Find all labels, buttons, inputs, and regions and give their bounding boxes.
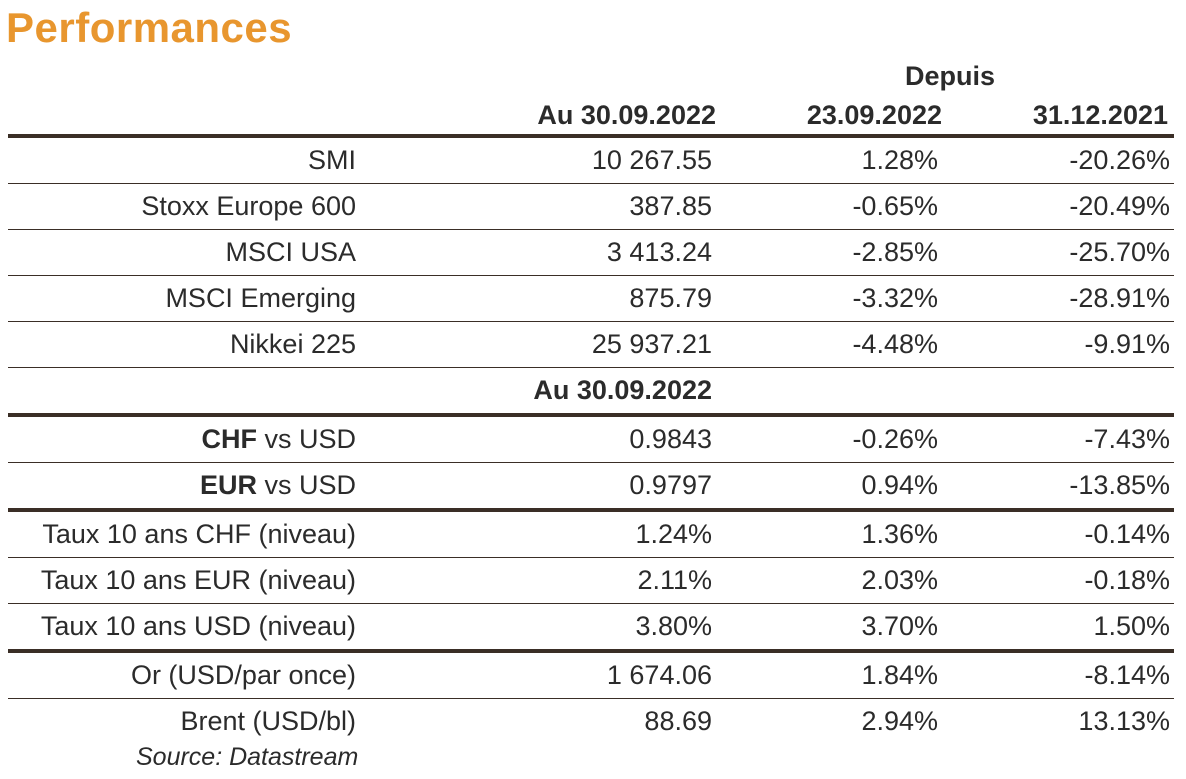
ytd-change-cell: -20.49%: [942, 183, 1174, 230]
row-label: EUR vs USD: [8, 462, 360, 512]
ytd-change-cell: 1.50%: [942, 603, 1174, 653]
row-label: Taux 10 ans CHF (niveau): [8, 510, 360, 558]
week-change-cell: 3.70%: [716, 603, 942, 653]
page-title: Performances: [6, 4, 293, 51]
table-row: Taux 10 ans EUR (niveau) 2.11% 2.03% -0.…: [8, 557, 1174, 604]
table-row: Taux 10 ans USD (niveau) 3.80% 3.70% 1.5…: [8, 603, 1174, 653]
table-row: Taux 10 ans CHF (niveau) 1.24% 1.36% -0.…: [8, 510, 1174, 558]
table-row: EUR vs USD 0.9797 0.94% -13.85%: [8, 462, 1174, 512]
value-cell: 3.80%: [360, 603, 716, 653]
ytd-change-cell: -0.14%: [942, 510, 1174, 558]
column-header-ytd: 31.12.2021: [1032, 100, 1168, 130]
subheader-label: Au 30.09.2022: [360, 367, 716, 417]
depuis-header: Depuis: [904, 61, 996, 91]
pair-suffix: vs USD: [256, 470, 356, 500]
ytd-change-cell: -9.91%: [942, 321, 1174, 368]
table-row: Or (USD/par once) 1 674.06 1.84% -8.14%: [8, 651, 1174, 699]
week-change-cell: -3.32%: [716, 275, 942, 322]
week-change-cell: -4.48%: [716, 321, 942, 368]
column-header-week: 23.09.2022: [806, 100, 942, 130]
value-cell: 387.85: [360, 183, 716, 230]
ytd-change-cell: -13.85%: [942, 462, 1174, 512]
ytd-change-cell: -20.26%: [942, 134, 1174, 184]
row-label: CHF vs USD: [8, 415, 360, 463]
row-label: Taux 10 ans USD (niveau): [8, 603, 360, 653]
source-note: Source: Datastream: [136, 743, 359, 771]
performance-table: SMI 10 267.55 1.28% -20.26% Stoxx Europe…: [8, 134, 1174, 744]
row-label: MSCI Emerging: [8, 275, 360, 322]
ytd-change-cell: -0.18%: [942, 557, 1174, 604]
week-change-cell: 1.36%: [716, 510, 942, 558]
table-row: Stoxx Europe 600 387.85 -0.65% -20.49%: [8, 183, 1174, 230]
value-cell: 3 413.24: [360, 229, 716, 276]
week-change-cell: 2.03%: [716, 557, 942, 604]
table-row: Brent (USD/bl) 88.69 2.94% 13.13%: [8, 699, 1174, 745]
row-label: Taux 10 ans EUR (niveau): [8, 557, 360, 604]
currency-code: EUR: [199, 470, 257, 500]
week-change-cell: 0.94%: [716, 462, 942, 512]
week-change-cell: 1.84%: [716, 651, 942, 699]
table-row: MSCI USA 3 413.24 -2.85% -25.70%: [8, 229, 1174, 276]
value-cell: 0.9797: [360, 462, 716, 512]
week-change-cell: 1.28%: [716, 134, 942, 184]
value-cell: 25 937.21: [360, 321, 716, 368]
value-cell: 88.69: [644, 706, 712, 736]
row-label: MSCI USA: [8, 229, 360, 276]
row-label: Brent (USD/bl): [180, 706, 356, 736]
pair-suffix: vs USD: [256, 424, 356, 454]
row-label: Nikkei 225: [8, 321, 360, 368]
value-cell: 10 267.55: [360, 134, 716, 184]
table-row: MSCI Emerging 875.79 -3.32% -28.91%: [8, 275, 1174, 322]
column-header-au: Au 30.09.2022: [537, 100, 716, 130]
row-label: Or (USD/par once): [8, 651, 360, 699]
ytd-change-cell: -8.14%: [942, 651, 1174, 699]
ytd-change-cell: 13.13%: [1078, 706, 1170, 736]
week-change-cell: -0.26%: [716, 415, 942, 463]
value-cell: 875.79: [360, 275, 716, 322]
ytd-change-cell: -25.70%: [942, 229, 1174, 276]
ytd-change-cell: -7.43%: [942, 415, 1174, 463]
value-cell: 1 674.06: [360, 651, 716, 699]
week-change-cell: -2.85%: [716, 229, 942, 276]
table-row: Nikkei 225 25 937.21 -4.48% -9.91%: [8, 321, 1174, 368]
week-change-cell: 2.94%: [861, 706, 938, 736]
week-change-cell: -0.65%: [716, 183, 942, 230]
value-cell: 0.9843: [360, 415, 716, 463]
value-cell: 2.11%: [360, 557, 716, 604]
row-label: SMI: [8, 134, 360, 184]
table-row: SMI 10 267.55 1.28% -20.26%: [8, 134, 1174, 184]
table-row: CHF vs USD 0.9843 -0.26% -7.43%: [8, 415, 1174, 463]
ytd-change-cell: -28.91%: [942, 275, 1174, 322]
subheader-row: Au 30.09.2022: [8, 367, 1174, 417]
value-cell: 1.24%: [360, 510, 716, 558]
row-label: Stoxx Europe 600: [8, 183, 360, 230]
currency-code: CHF: [201, 424, 257, 454]
